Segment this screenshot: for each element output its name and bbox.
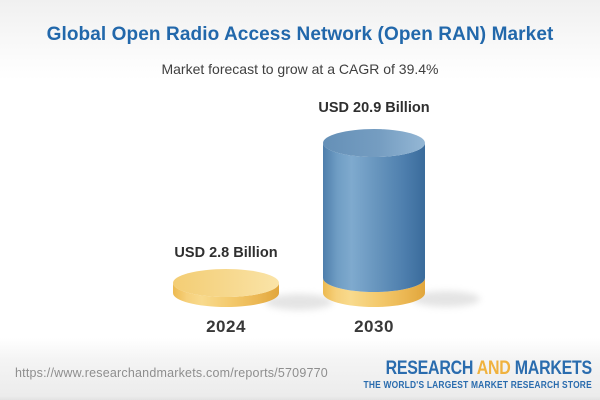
research-and-markets-logo: RESEARCH AND MARKETS THE WORLD'S LARGEST… <box>363 358 593 391</box>
category-label-2024: 2024 <box>206 317 246 336</box>
bar-2030-blue-body <box>323 143 425 292</box>
value-label-2024: USD 2.8 Billion <box>174 245 278 261</box>
bar-2030-shadow <box>412 291 480 307</box>
logo-word-and: AND <box>476 358 511 379</box>
logo-wordmark: RESEARCH AND MARKETS <box>364 358 593 379</box>
chart-title: Global Open Radio Access Network (Open R… <box>46 24 554 45</box>
source-url: https://www.researchandmarkets.com/repor… <box>15 366 328 380</box>
bar-2030-base-segment <box>323 278 425 307</box>
logo-word-research: RESEARCH <box>385 358 474 379</box>
category-label-2030: 2030 <box>354 317 394 336</box>
bar-2030 <box>323 129 425 307</box>
value-label-2030: USD 20.9 Billion <box>318 100 430 116</box>
bar-2024-shadow <box>265 294 333 310</box>
logo-tagline: THE WORLD'S LARGEST MARKET RESEARCH STOR… <box>363 380 592 391</box>
logo-word-markets: MARKETS <box>514 358 592 379</box>
bar-2030-top-cap <box>323 129 425 157</box>
chart-subtitle: Market forecast to grow at a CAGR of 39.… <box>161 61 439 77</box>
bar-2024 <box>173 269 279 307</box>
